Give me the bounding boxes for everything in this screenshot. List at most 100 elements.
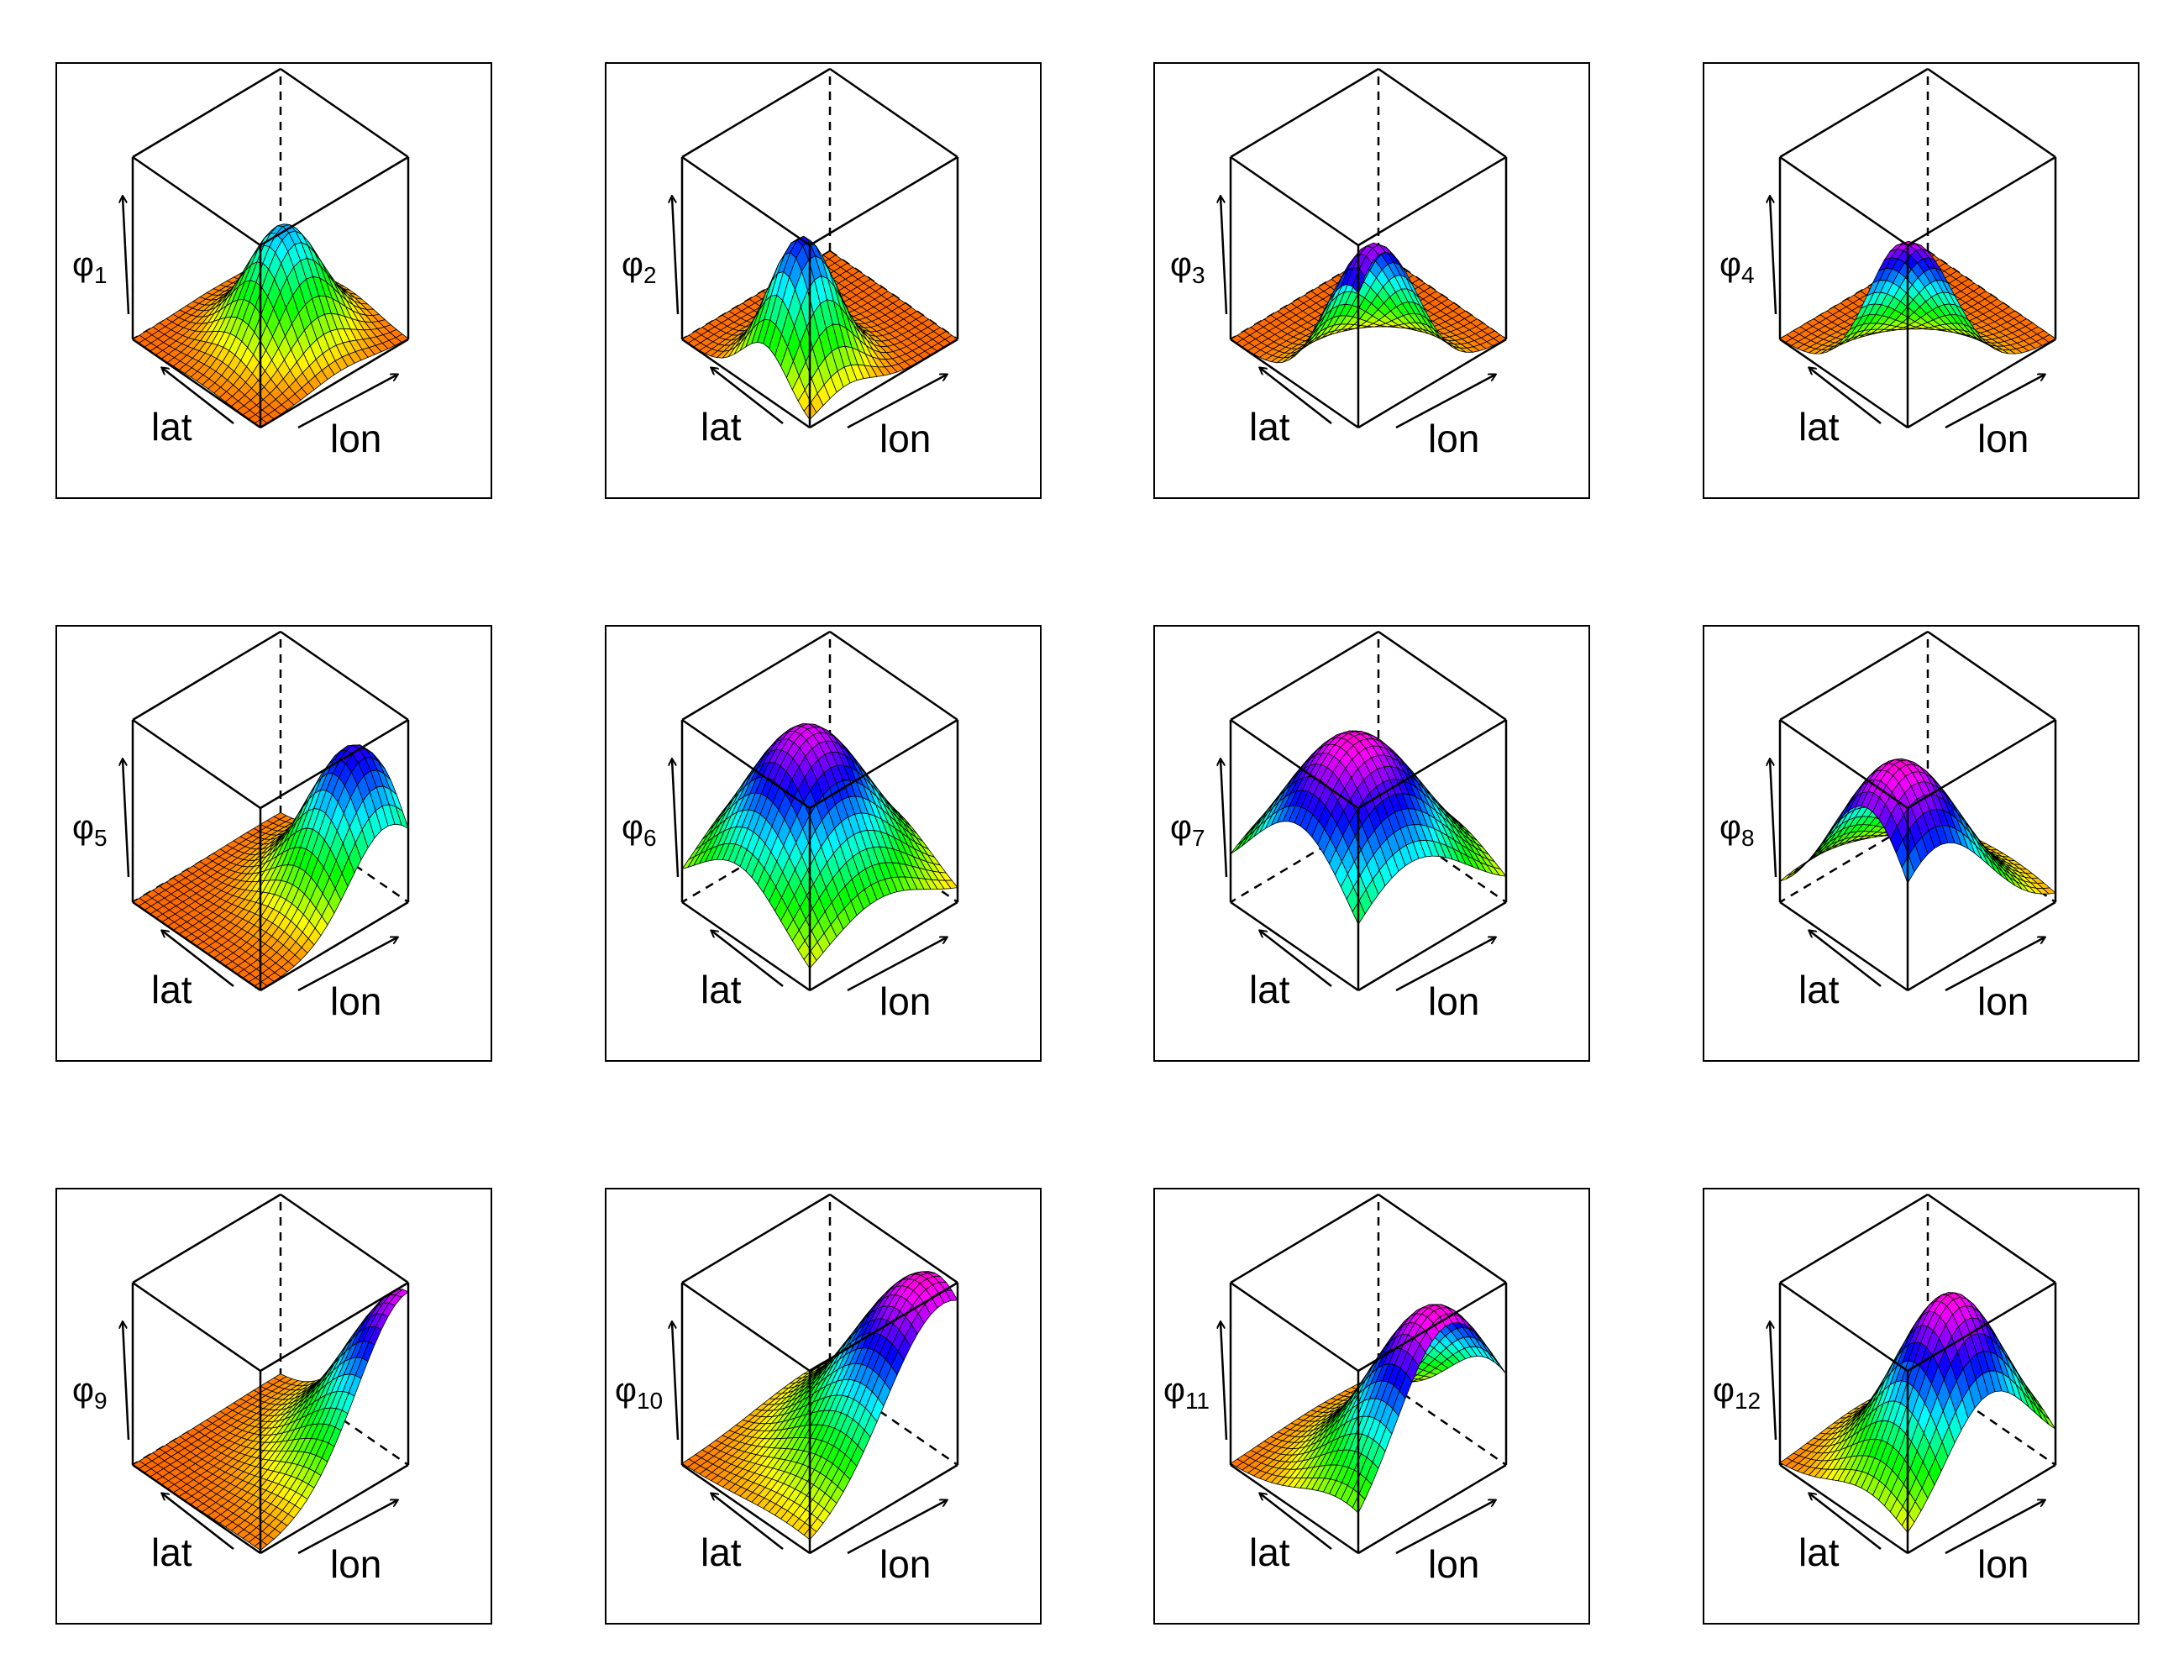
lon-axis-arrow <box>297 375 397 429</box>
z-axis-arrow <box>123 1322 130 1441</box>
lat-axis-label: lat <box>701 968 742 1011</box>
lat-axis-arrow <box>1260 368 1332 424</box>
box-edge <box>1927 630 2056 722</box>
lat-axis-arrow <box>711 931 784 987</box>
z-axis-label-index: 9 <box>94 1388 108 1414</box>
surface-plot-svg: lat lon φ6 <box>622 630 959 1023</box>
box-edge <box>1779 718 1908 810</box>
z-axis-label: φ6 <box>622 809 657 851</box>
box-edge <box>132 630 281 722</box>
box-edge <box>681 155 811 247</box>
box-edge <box>260 338 409 429</box>
lat-axis-label: lat <box>701 405 742 449</box>
box-edge <box>1357 338 1507 429</box>
box-edge <box>1907 718 2056 810</box>
surface-panel-6: lat lon φ6 <box>605 625 1042 1062</box>
box-edge <box>132 1193 281 1284</box>
box-edge <box>1779 630 1929 722</box>
lon-axis-label: lon <box>1977 417 2029 460</box>
z-axis-arrow <box>1221 197 1228 315</box>
box-hidden-edge <box>829 1375 958 1467</box>
box-edge <box>260 155 409 247</box>
surface-panel-9: lat lon φ9 <box>55 1188 492 1625</box>
surface-mesh <box>681 235 958 421</box>
box-edge <box>132 718 261 810</box>
lon-axis-label: lon <box>879 979 931 1023</box>
box-edge <box>809 718 958 810</box>
box-edge <box>132 155 261 247</box>
surface-cell <box>1236 835 1250 851</box>
box-edge <box>1230 900 1359 992</box>
lon-axis-label: lon <box>879 417 931 460</box>
box-edge <box>1907 900 2056 992</box>
surface-mesh <box>1779 758 2056 895</box>
box-edge <box>1378 67 1507 159</box>
box-hidden-edge <box>681 812 831 904</box>
box-edge <box>260 1463 409 1555</box>
surface-mesh <box>132 1289 409 1551</box>
box-edge <box>829 630 958 722</box>
lat-axis-label: lat <box>1249 405 1290 449</box>
box-edge <box>260 718 409 810</box>
box-edge <box>1230 155 1359 247</box>
z-axis-label-index: 5 <box>94 825 108 851</box>
box-edge <box>1378 630 1507 722</box>
z-axis-label: φ1 <box>72 246 108 288</box>
box-edge <box>681 338 811 429</box>
lat-axis-label: lat <box>1249 968 1290 1011</box>
surface-mesh <box>1779 240 2056 354</box>
lon-axis-arrow <box>1395 937 1495 992</box>
surface-panel-1: lat lon φ1 <box>55 62 492 499</box>
lat-axis-arrow <box>711 368 784 424</box>
box-edge <box>681 67 831 159</box>
surface-panel-8: lat lon φ8 <box>1703 625 2139 1062</box>
box-edge <box>829 67 958 159</box>
box-edge <box>280 67 409 159</box>
box-edge <box>1230 718 1359 810</box>
box-edge <box>1779 900 1908 992</box>
box-edge <box>132 1281 261 1373</box>
lon-axis-arrow <box>297 937 397 992</box>
surface-panel-4: lat lon φ4 <box>1703 62 2139 499</box>
z-axis-label-index: 2 <box>643 262 657 288</box>
z-axis-arrow <box>672 197 680 315</box>
z-axis-label: φ8 <box>1719 809 1755 851</box>
z-axis-label-index: 3 <box>1192 262 1205 288</box>
lon-axis-label: lon <box>330 1542 381 1586</box>
surface-panel-7: lat lon φ7 <box>1153 625 1590 1062</box>
lat-axis-arrow <box>162 931 234 987</box>
box-edge <box>1357 718 1507 810</box>
lon-axis-label: lon <box>1428 979 1479 1023</box>
lon-axis-arrow <box>847 937 947 992</box>
lon-axis-label: lon <box>330 979 381 1023</box>
z-axis-label-index: 4 <box>1741 262 1755 288</box>
lat-axis-label: lat <box>151 1530 192 1574</box>
box-edge <box>132 338 261 429</box>
box-edge <box>280 630 409 722</box>
z-axis-label: φ3 <box>1170 246 1205 288</box>
box-hidden-edge <box>1779 812 1929 904</box>
z-axis-label-index: 6 <box>643 825 657 851</box>
surface-mesh <box>132 744 409 991</box>
box-edge <box>681 900 811 992</box>
box-edge <box>1907 338 2056 429</box>
z-axis-label-index: 8 <box>1741 825 1755 851</box>
box-edge <box>809 338 958 429</box>
lat-axis-arrow <box>1809 368 1882 424</box>
box-edge <box>1357 155 1507 247</box>
surface-mesh <box>1230 730 1507 926</box>
box-edge <box>260 900 409 992</box>
box-edge <box>1230 67 1379 159</box>
box-edge <box>132 1463 261 1555</box>
surface-mesh <box>681 1271 958 1541</box>
box-edge <box>681 718 811 810</box>
z-axis-label-index: 7 <box>1192 825 1205 851</box>
